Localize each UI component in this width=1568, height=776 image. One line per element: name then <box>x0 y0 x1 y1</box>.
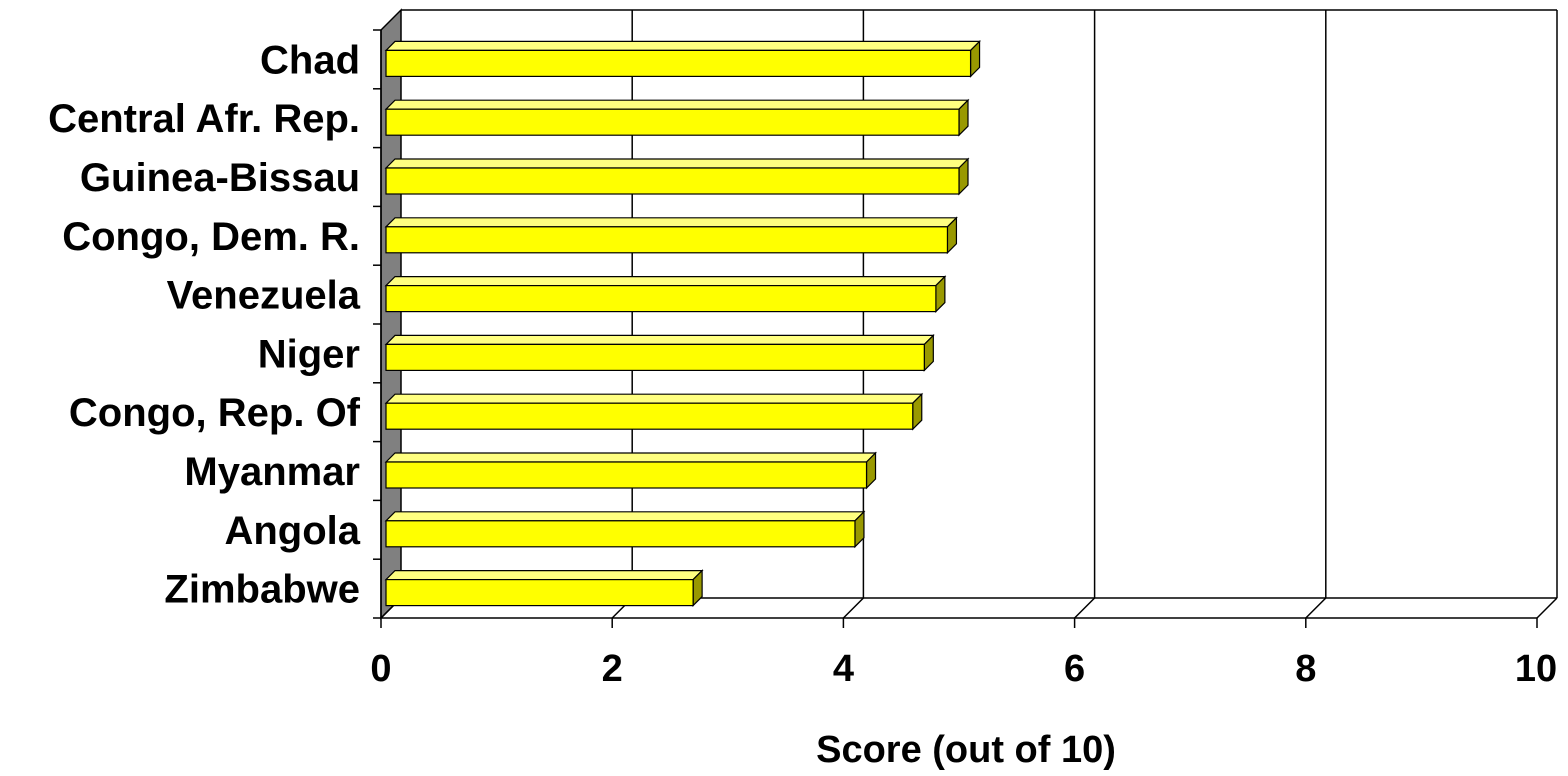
bar-front-face <box>385 402 914 430</box>
bar-front-face <box>385 226 949 254</box>
bar-front-face <box>385 461 868 489</box>
bar-congo-dem-r <box>384 216 958 255</box>
bar-top-face <box>384 393 924 404</box>
bar-chad <box>384 39 982 78</box>
bar-niger <box>384 333 935 372</box>
bar-front-face <box>385 49 972 78</box>
category-label-congo-dem-r: Congo, Dem. R. <box>62 215 360 259</box>
category-label-niger: Niger <box>258 332 360 376</box>
bar-top-face <box>384 99 970 110</box>
bar-congo-rep-of <box>384 392 924 431</box>
bars <box>384 39 982 608</box>
category-label-angola: Angola <box>224 509 360 553</box>
bar-top-face <box>384 276 947 287</box>
x-tick-label-10: 10 <box>1515 648 1557 690</box>
bar-top-face <box>384 334 935 345</box>
category-label-venezuela: Venezuela <box>167 274 361 318</box>
bar-top-face <box>384 40 982 52</box>
bar-central-afr-rep <box>384 98 970 137</box>
x-tick-label-2: 2 <box>602 648 623 690</box>
bar-top-face <box>384 569 704 581</box>
category-labels: Chad Central Afr. Rep. Guinea-Bissau Congo,… <box>48 38 361 611</box>
x-tick-labels: 0 2 4 6 8 10 <box>370 648 1557 690</box>
bar-front-face <box>385 285 937 313</box>
floor-gridline <box>1536 597 1558 619</box>
x-tick-label-0: 0 <box>370 648 391 690</box>
bar-guinea-bissau <box>384 157 970 196</box>
bar-front-face <box>385 520 856 548</box>
bar-zimbabwe <box>384 569 704 608</box>
bar-front-face <box>385 108 960 136</box>
x-tick-label-6: 6 <box>1064 648 1085 690</box>
category-label-central-afr-rep: Central Afr. Rep. <box>48 97 360 141</box>
bar-front-face <box>385 578 694 607</box>
floor-gridline <box>1305 597 1327 619</box>
bar-front-face <box>385 167 960 195</box>
bar-angola <box>384 510 866 549</box>
x-axis-title: Score (out of 10) <box>816 729 1116 771</box>
x-tick-label-8: 8 <box>1295 648 1316 690</box>
category-label-zimbabwe: Zimbabwe <box>164 568 360 612</box>
bar-top-face <box>384 158 970 169</box>
category-label-myanmar: Myanmar <box>184 450 360 494</box>
bar-top-face <box>384 217 958 228</box>
bar-top-face <box>384 452 877 463</box>
bar-myanmar <box>384 451 877 490</box>
x-tick-label-4: 4 <box>833 648 854 690</box>
bar-top-face <box>384 511 866 522</box>
bar-venezuela <box>384 275 947 314</box>
category-label-chad: Chad <box>260 38 360 82</box>
floor-gridline <box>1074 597 1096 619</box>
category-label-guinea-bissau: Guinea-Bissau <box>80 156 360 200</box>
category-label-congo-rep-of: Congo, Rep. Of <box>69 391 361 435</box>
bar-front-face <box>385 343 925 371</box>
floor-gridline <box>842 597 864 619</box>
